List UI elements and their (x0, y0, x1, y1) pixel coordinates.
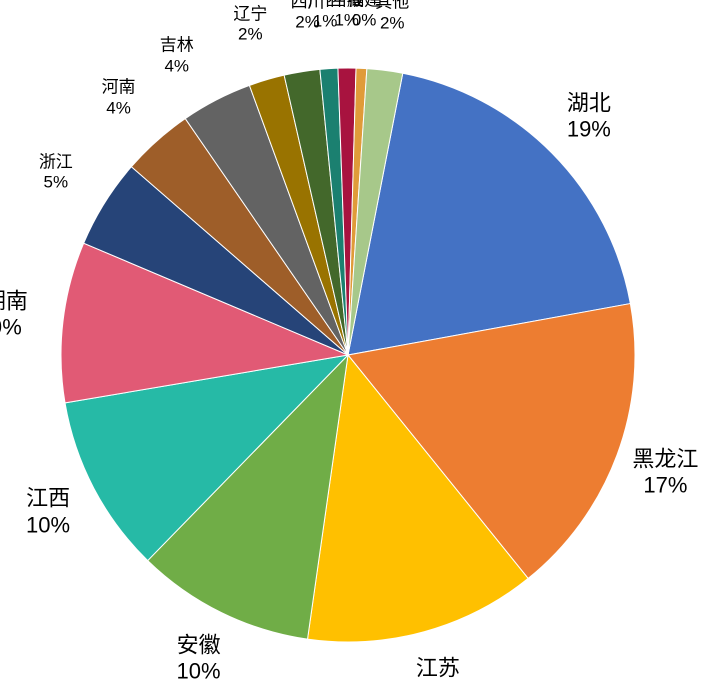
slice-percent: 2% (233, 25, 267, 45)
slice-name: 浙江 (39, 152, 73, 172)
slice-percent: 2% (375, 13, 409, 33)
slice-name: 湖南 (0, 289, 28, 315)
slice-name: 江苏 (416, 655, 460, 681)
slice-label: 河南4% (102, 78, 136, 119)
slice-name: 吉林 (160, 36, 194, 56)
slice-percent: 4% (160, 56, 194, 76)
slice-name: 河南 (102, 78, 136, 98)
slice-label: 江西10% (26, 486, 70, 539)
slice-name: 安徽 (177, 633, 221, 659)
slice-percent: 10% (177, 659, 221, 684)
slice-label: 湖南9% (0, 289, 28, 342)
slice-label: 安徽10% (177, 633, 221, 684)
slice-label: 浙江5% (39, 152, 73, 193)
slice-percent: 19% (567, 117, 611, 143)
slice-label: 黑龙江17% (632, 447, 698, 500)
slice-percent: 4% (102, 98, 136, 118)
slice-label: 吉林4% (160, 36, 194, 77)
slice-label: 江苏13% (416, 655, 460, 684)
slice-name: 其他 (375, 0, 409, 13)
slice-percent: 5% (39, 173, 73, 193)
slice-label: 辽宁2% (233, 4, 267, 45)
slice-name: 黑龙江 (632, 447, 698, 473)
slice-percent: 10% (26, 512, 70, 538)
slice-label: 湖北19% (567, 91, 611, 144)
slice-name: 辽宁 (233, 4, 267, 24)
slice-label: 其他2% (375, 0, 409, 34)
slice-name: 湖北 (567, 91, 611, 117)
slice-percent: 9% (0, 315, 28, 341)
slice-percent: 17% (632, 473, 698, 499)
slice-name: 江西 (26, 486, 70, 512)
pie-chart: 湖北19%黑龙江17%江苏13%安徽10%江西10%湖南9%浙江5%河南4%吉林… (0, 0, 712, 684)
